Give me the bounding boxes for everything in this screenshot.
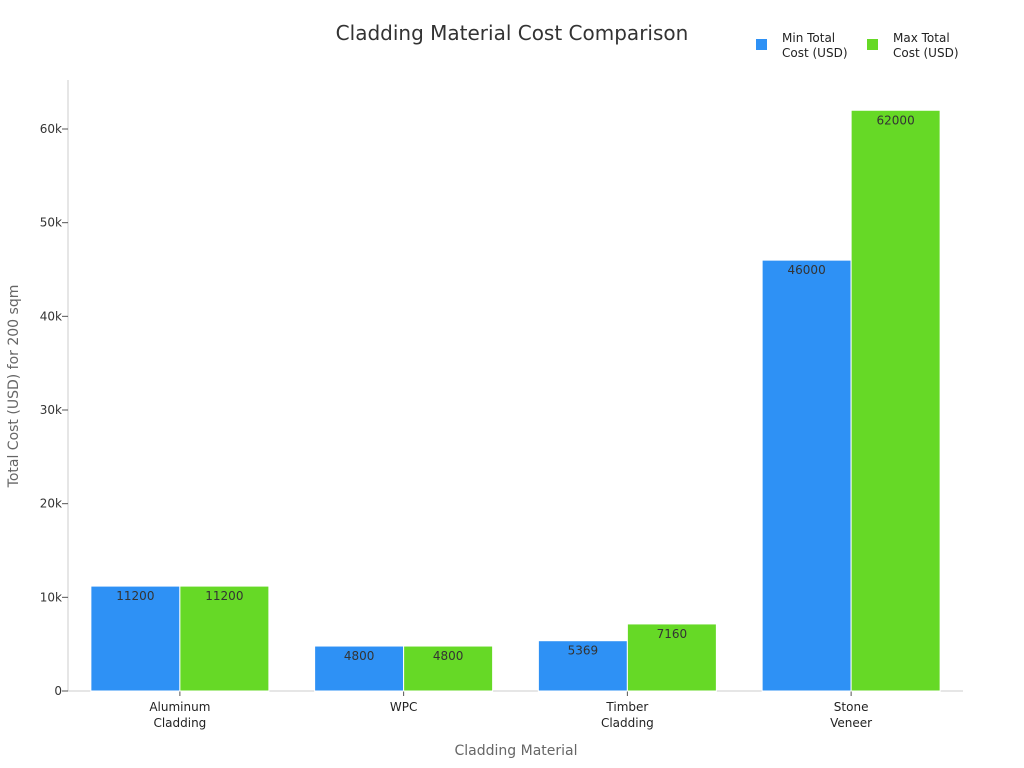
bar bbox=[626, 623, 717, 692]
bar-value-label: 4800 bbox=[433, 649, 464, 663]
y-axis-title: Total Cost (USD) for 200 sqm bbox=[6, 285, 22, 489]
legend-swatch bbox=[756, 39, 767, 50]
legend-swatch bbox=[867, 39, 878, 50]
y-tick-label: 60k bbox=[40, 122, 62, 136]
bar bbox=[761, 259, 852, 692]
x-tick-label-line: Cladding bbox=[153, 716, 206, 730]
bar-value-label: 46000 bbox=[788, 263, 826, 277]
y-tick-label: 0 bbox=[54, 684, 62, 698]
x-axis: Aluminum Cladding WPC Timber Cladding Stone Ve… bbox=[68, 690, 963, 730]
x-tick-label: Aluminum Cladding bbox=[149, 700, 210, 730]
bar-value-label: 11200 bbox=[205, 589, 243, 603]
y-axis: 0 10k 20k 30k 40k 50k 60k bbox=[40, 80, 69, 698]
x-tick-label-line: Aluminum bbox=[149, 700, 210, 714]
bar bbox=[403, 645, 494, 692]
bar-value-label: 11200 bbox=[116, 589, 154, 603]
y-tick-label: 30k bbox=[40, 403, 62, 417]
legend-label: Max Total Cost (USD) bbox=[893, 31, 959, 60]
bar-value-label: 7160 bbox=[657, 627, 688, 641]
legend: Min Total Cost (USD)Max Total Cost (USD) bbox=[756, 31, 959, 60]
y-tick-label: 20k bbox=[40, 497, 62, 511]
y-tick-label: 10k bbox=[40, 590, 62, 604]
bar-value-label: 4800 bbox=[344, 649, 375, 663]
bar bbox=[90, 585, 181, 692]
bar-value-label: 62000 bbox=[877, 113, 915, 127]
x-tick-label: Stone Veneer bbox=[830, 700, 872, 730]
bar bbox=[537, 640, 628, 692]
bars-group: 11200 11200 4800 4800 5369 7160 46000 62000 bbox=[90, 109, 941, 692]
bar bbox=[850, 109, 941, 692]
bar bbox=[179, 585, 270, 692]
legend-label-line: Max Total bbox=[893, 31, 950, 45]
x-tick-label: WPC bbox=[390, 700, 417, 714]
chart-title: Cladding Material Cost Comparison bbox=[336, 21, 689, 45]
x-axis-title: Cladding Material bbox=[455, 743, 578, 759]
bar-value-label: 5369 bbox=[568, 644, 599, 658]
y-tick-label: 40k bbox=[40, 309, 62, 323]
x-tick-label-line: Veneer bbox=[830, 716, 872, 730]
legend-label: Min Total Cost (USD) bbox=[782, 31, 848, 60]
legend-label-line: Min Total bbox=[782, 31, 835, 45]
y-tick-label: 50k bbox=[40, 216, 62, 230]
bar bbox=[314, 645, 405, 692]
x-tick-label-line: Cladding bbox=[601, 716, 654, 730]
legend-label-line: Cost (USD) bbox=[893, 46, 959, 60]
x-tick-label-line: WPC bbox=[390, 700, 417, 714]
x-tick-label-line: Timber bbox=[605, 700, 648, 714]
x-tick-label: Timber Cladding bbox=[601, 700, 654, 730]
x-tick-label-line: Stone bbox=[834, 700, 869, 714]
legend-label-line: Cost (USD) bbox=[782, 46, 848, 60]
